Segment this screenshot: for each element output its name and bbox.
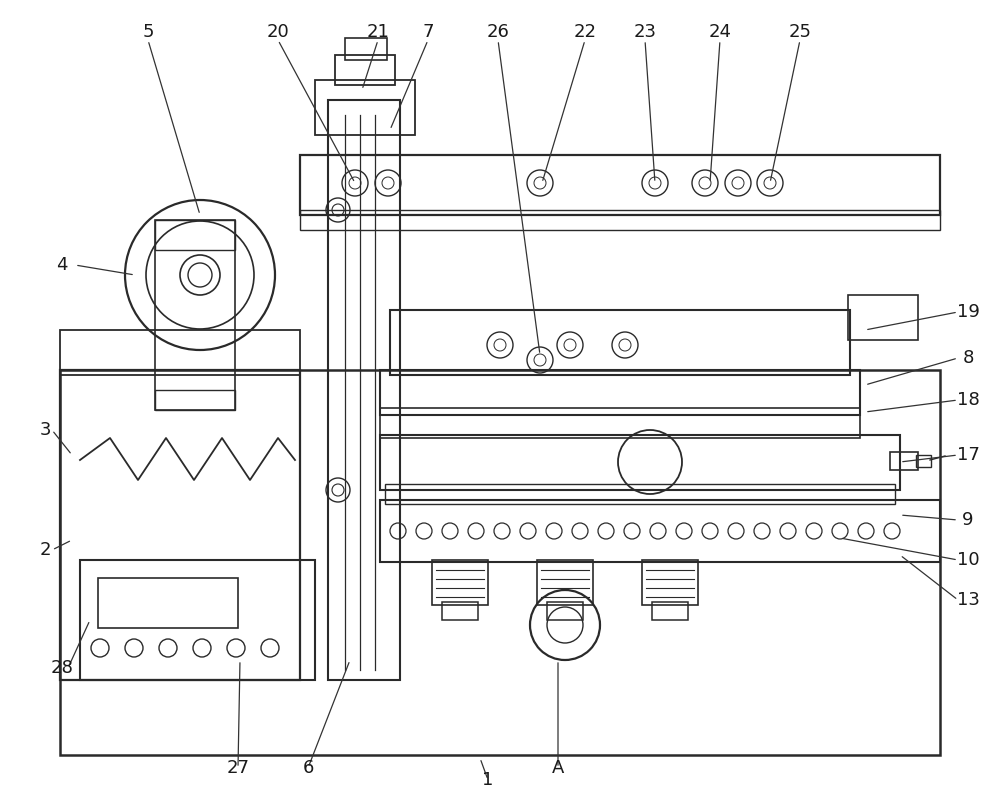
Bar	[380, 408, 860, 438]
Bar	[547, 602, 583, 620]
Bar	[642, 560, 698, 605]
Text: 1: 1	[482, 771, 494, 789]
Bar	[155, 220, 235, 250]
Text: 27: 27	[226, 759, 250, 777]
Bar	[155, 390, 235, 410]
Text: 28: 28	[51, 659, 73, 677]
Text: 21: 21	[367, 23, 389, 41]
Text: 10: 10	[957, 551, 979, 569]
Bar	[80, 560, 315, 680]
Text: A: A	[552, 759, 564, 777]
Bar	[390, 310, 850, 375]
Bar	[848, 295, 918, 340]
Text: 7: 7	[422, 23, 434, 41]
Text: 23: 23	[634, 23, 656, 41]
Text: 19: 19	[957, 303, 979, 321]
Bar	[432, 560, 488, 605]
Text: 6: 6	[302, 759, 314, 777]
Text: 20: 20	[267, 23, 289, 41]
Text: 26: 26	[487, 23, 509, 41]
Bar	[380, 500, 940, 562]
Bar	[60, 370, 300, 680]
Text: 24: 24	[708, 23, 732, 41]
Bar	[380, 435, 900, 490]
Text: 4: 4	[56, 256, 68, 274]
Bar	[315, 80, 415, 135]
Bar	[537, 560, 593, 605]
Bar	[385, 484, 895, 504]
Bar	[60, 330, 300, 375]
Bar	[916, 455, 931, 467]
Text: 17: 17	[957, 446, 979, 464]
Text: 18: 18	[957, 391, 979, 409]
Bar	[300, 210, 940, 230]
Text: 9: 9	[962, 511, 974, 529]
Bar	[98, 578, 238, 628]
Bar	[345, 38, 387, 60]
Text: 13: 13	[957, 591, 979, 609]
Bar	[335, 55, 395, 85]
Text: 25: 25	[788, 23, 812, 41]
Bar	[60, 370, 940, 755]
Bar	[300, 155, 940, 215]
Bar	[155, 220, 235, 410]
Text: 8: 8	[962, 349, 974, 367]
Text: 5: 5	[142, 23, 154, 41]
Bar	[442, 602, 478, 620]
Bar	[652, 602, 688, 620]
Bar	[380, 370, 860, 415]
Bar	[890, 452, 918, 470]
Text: 3: 3	[39, 421, 51, 439]
Text: 2: 2	[39, 541, 51, 559]
Text: 22: 22	[574, 23, 596, 41]
Bar	[328, 100, 400, 680]
